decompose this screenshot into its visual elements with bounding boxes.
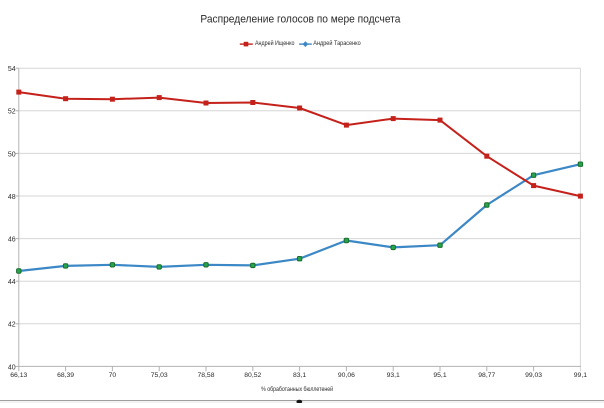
svg-text:44: 44 (8, 279, 16, 286)
svg-text:Андрей Тарасенко: Андрей Тарасенко (313, 40, 361, 47)
svg-text:99,1: 99,1 (574, 372, 587, 379)
svg-text:68,39: 68,39 (57, 372, 74, 379)
svg-text:93,1: 93,1 (387, 372, 400, 379)
svg-text:54: 54 (8, 66, 16, 73)
svg-text:90,06: 90,06 (338, 372, 355, 379)
svg-text:78,58: 78,58 (197, 372, 214, 379)
svg-text:Распределение голосов по мере: Распределение голосов по мере подсчета (200, 14, 401, 26)
svg-text:70: 70 (109, 372, 117, 379)
svg-text:40: 40 (8, 364, 16, 371)
svg-text:75,03: 75,03 (151, 372, 168, 379)
svg-text:99,03: 99,03 (525, 372, 542, 379)
svg-text:46: 46 (8, 237, 16, 244)
svg-text:80,52: 80,52 (244, 372, 261, 379)
svg-text:95,1: 95,1 (433, 372, 446, 379)
svg-text:42: 42 (8, 322, 16, 329)
svg-text:% обработанных бюллетеней: % обработанных бюллетеней (261, 385, 333, 393)
svg-text:Андрей Ищенко: Андрей Ищенко (255, 40, 295, 47)
svg-text:98,77: 98,77 (478, 372, 495, 379)
svg-text:66,13: 66,13 (10, 372, 27, 379)
svg-text:52: 52 (8, 109, 16, 116)
svg-text:83,1: 83,1 (293, 372, 306, 379)
svg-text:48: 48 (8, 194, 16, 201)
svg-text:50: 50 (8, 151, 16, 158)
